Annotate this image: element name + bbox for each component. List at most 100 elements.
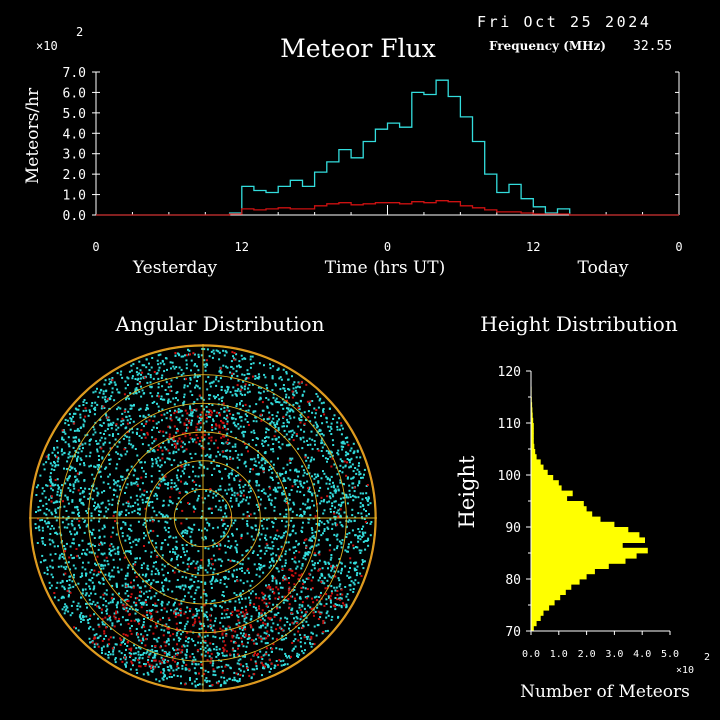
angular-point-total — [312, 424, 315, 427]
angular-point-total — [352, 470, 355, 473]
angular-point-sporadic — [64, 550, 66, 553]
angular-point-total — [67, 453, 70, 456]
angular-point-total — [152, 579, 155, 582]
angular-point-sporadic — [310, 636, 313, 638]
angular-point-total — [326, 539, 329, 542]
angular-point-total — [357, 528, 360, 530]
angular-point-total — [96, 637, 99, 640]
angular-point-sporadic — [158, 445, 161, 448]
angular-point-total — [212, 420, 215, 423]
angular-point-total — [94, 406, 97, 409]
angular-point-total — [143, 618, 145, 620]
angular-point-total — [199, 419, 202, 422]
angular-point-total — [279, 582, 281, 585]
angular-point-total — [145, 519, 148, 522]
angular-point-total — [78, 447, 81, 450]
angular-point-total — [275, 579, 278, 582]
angular-point-sporadic — [323, 413, 326, 416]
angular-point-total — [125, 607, 128, 610]
angular-point-total — [205, 594, 208, 597]
angular-point-total — [308, 539, 311, 542]
angular-point-total — [154, 654, 157, 657]
angular-point-total — [270, 460, 273, 463]
angular-point-total — [170, 437, 173, 440]
angular-point-total — [65, 510, 68, 512]
angular-point-total — [162, 434, 165, 437]
angular-point-total — [216, 526, 219, 529]
angular-point-sporadic — [336, 593, 339, 596]
angular-point-total — [98, 535, 101, 538]
angular-point-total — [66, 496, 69, 499]
angular-point-total — [184, 529, 187, 532]
angular-point-total — [80, 620, 82, 623]
angular-point-total — [237, 503, 240, 506]
angular-point-total — [81, 517, 84, 520]
angular-point-total — [145, 590, 148, 593]
angular-point-total — [86, 606, 88, 609]
angular-point-total — [237, 423, 240, 426]
angular-point-total — [248, 390, 251, 393]
angular-point-total — [264, 452, 267, 455]
angular-point-sporadic — [297, 578, 300, 581]
angular-point-total — [297, 486, 300, 488]
angular-point-total — [124, 380, 127, 383]
angular-point-total — [119, 488, 122, 491]
angular-point-total — [356, 572, 359, 574]
angular-point-total — [186, 550, 188, 553]
height-bar — [531, 579, 580, 585]
angular-point-total — [241, 394, 244, 396]
angular-point-sporadic — [169, 416, 172, 419]
angular-point-total — [111, 569, 114, 572]
angular-point-total — [344, 493, 347, 496]
angular-point-total — [256, 620, 259, 623]
angular-plot — [29, 344, 377, 692]
flux-y-tick-label: 0.0 — [63, 209, 86, 224]
angular-point-total — [150, 570, 153, 573]
angular-point-total — [205, 380, 207, 383]
angular-point-total — [44, 544, 47, 546]
angular-point-total — [93, 545, 96, 547]
angular-point-total — [314, 610, 317, 613]
angular-point-sporadic — [281, 548, 284, 551]
angular-point-total — [158, 470, 161, 472]
angular-point-total — [242, 655, 245, 658]
angular-point-total — [246, 524, 249, 527]
angular-point-total — [34, 523, 37, 526]
angular-point-total — [292, 393, 295, 396]
angular-point-total — [53, 461, 55, 463]
angular-point-total — [306, 444, 309, 446]
angular-point-total — [337, 503, 340, 506]
angular-point-sporadic — [176, 627, 178, 630]
angular-point-total — [357, 537, 360, 540]
angular-point-total — [301, 621, 304, 624]
angular-point-total — [284, 559, 287, 562]
angular-point-sporadic — [172, 633, 175, 636]
angular-point-total — [224, 576, 227, 579]
angular-point-total — [72, 485, 75, 487]
angular-point-total — [71, 511, 74, 514]
angular-point-total — [311, 528, 314, 531]
angular-point-total — [317, 480, 320, 483]
angular-point-total — [186, 650, 188, 653]
angular-point-total — [177, 448, 180, 451]
angular-point-sporadic — [184, 409, 187, 412]
angular-point-total — [244, 378, 247, 381]
angular-point-total — [287, 577, 290, 579]
angular-point-total — [330, 601, 332, 604]
angular-point-total — [335, 490, 338, 493]
angular-point-total — [273, 667, 276, 669]
angular-point-total — [329, 544, 332, 547]
angular-point-total — [152, 565, 155, 568]
angular-point-total — [177, 612, 180, 615]
angular-point-total — [289, 457, 292, 460]
angular-point-total — [350, 520, 353, 523]
angular-point-total — [184, 668, 187, 671]
angular-point-sporadic — [237, 619, 240, 622]
flux-x-tick-label: 0 — [384, 240, 391, 254]
angular-point-total — [190, 421, 193, 424]
angular-point-sporadic — [152, 530, 155, 533]
angular-point-total — [108, 572, 111, 575]
angular-point-total — [147, 673, 150, 676]
angular-point-total — [90, 569, 93, 571]
angular-point-sporadic — [275, 638, 278, 641]
